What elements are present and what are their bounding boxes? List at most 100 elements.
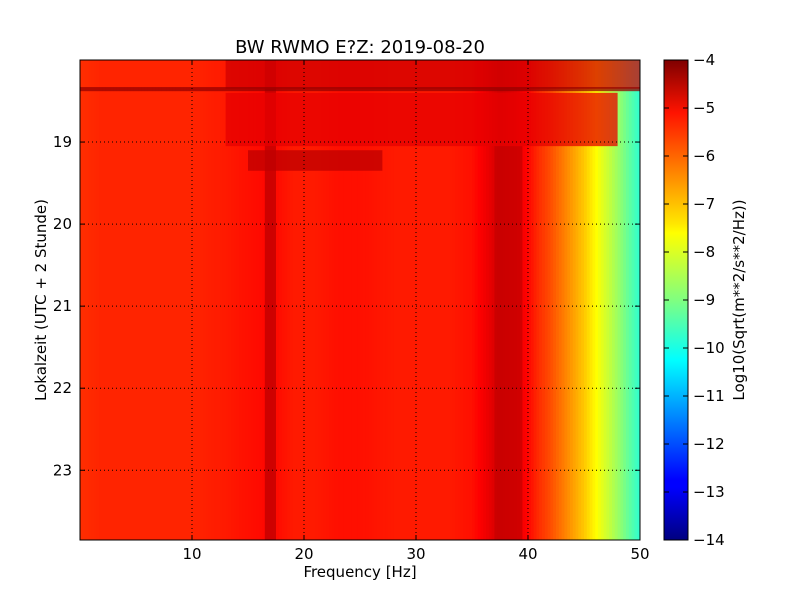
- heatmap-column: [486, 60, 490, 540]
- heatmap-column: [637, 60, 640, 540]
- heatmap-column: [124, 60, 129, 540]
- heatmap-column: [141, 60, 145, 540]
- heatmap-column: [446, 60, 451, 540]
- heatmap-column: [161, 60, 165, 540]
- heatmap-column: [388, 60, 392, 540]
- heatmap-column: [136, 60, 140, 540]
- heatmap-column: [634, 60, 638, 540]
- heatmap-column: [572, 60, 577, 540]
- heatmap-column: [385, 60, 389, 540]
- colorbar-label: Log10(Sqrt(m**2/s**2/Hz)): [730, 199, 748, 400]
- heatmap-column: [245, 60, 249, 540]
- heatmap-column: [318, 60, 322, 540]
- heatmap-column: [189, 60, 193, 540]
- colorbar-tick-label: −14: [693, 531, 725, 549]
- heatmap-column: [626, 60, 630, 540]
- heatmap-column: [334, 60, 339, 540]
- heatmap-column: [382, 60, 386, 540]
- colorbar-tick-label: −10: [693, 339, 725, 357]
- x-tick-label: 10: [182, 545, 201, 563]
- heatmap-column: [312, 60, 316, 540]
- y-tick-label: 22: [53, 379, 72, 397]
- heatmap-column: [340, 60, 344, 540]
- heatmap-column: [82, 60, 87, 540]
- heatmap-column: [122, 60, 126, 540]
- heatmap-column: [147, 60, 151, 540]
- heatmap-column: [183, 60, 187, 540]
- heatmap-column: [180, 60, 185, 540]
- colorbar-tick-label: −5: [693, 99, 715, 117]
- x-axis-label: Frequency [Hz]: [303, 563, 416, 581]
- heatmap-column: [250, 60, 255, 540]
- colorbar-tick-label: −8: [693, 243, 715, 261]
- heatmap-column: [108, 60, 112, 540]
- heatmap-column: [194, 60, 199, 540]
- heatmap-column: [217, 60, 221, 540]
- heatmap-column: [469, 60, 473, 540]
- heatmap-column: [578, 60, 582, 540]
- heatmap-column: [416, 60, 420, 540]
- colorbar-tick-label: −6: [693, 147, 715, 165]
- heatmap-column: [620, 60, 624, 540]
- plot-frame: [79, 59, 641, 541]
- heatmap-column: [326, 60, 330, 540]
- heatmap-column: [236, 60, 241, 540]
- heatmap-column: [441, 60, 445, 540]
- heatmap-column: [248, 60, 252, 540]
- colorbar-tick-label: −11: [693, 387, 725, 405]
- heatmap-column: [362, 60, 367, 540]
- heatmap-column: [603, 60, 607, 540]
- heatmap-column: [357, 60, 361, 540]
- heatmap-column: [192, 60, 196, 540]
- heatmap-column: [166, 60, 171, 540]
- heatmap-column: [530, 60, 535, 540]
- heatmap-column: [99, 60, 103, 540]
- y-tick-label: 21: [53, 297, 72, 315]
- heatmap-column: [542, 60, 546, 540]
- heatmap-column: [208, 60, 213, 540]
- heatmap-column: [525, 60, 529, 540]
- heatmap-column: [561, 60, 565, 540]
- heatmap-column: [413, 60, 417, 540]
- heatmap-column: [150, 60, 154, 540]
- y-ticks: 19 20 21 22 23: [53, 133, 640, 479]
- heatmap-column: [614, 60, 619, 540]
- heatmap-column: [116, 60, 120, 540]
- heatmap-column: [292, 60, 297, 540]
- heatmap-column: [276, 60, 280, 540]
- heatmap-column: [102, 60, 106, 540]
- heatmap-column: [197, 60, 201, 540]
- heatmap-column: [570, 60, 574, 540]
- heatmap-column: [567, 60, 571, 540]
- x-tick-label: 50: [630, 545, 649, 563]
- heatmap-column: [477, 60, 481, 540]
- heatmap-column: [623, 60, 627, 540]
- heatmap-column: [360, 60, 364, 540]
- heatmap-column: [80, 60, 84, 540]
- heatmap-column: [556, 60, 560, 540]
- heatmap-column: [178, 60, 182, 540]
- heatmap-column: [186, 60, 190, 540]
- colorbar-tick-label: −12: [693, 435, 725, 453]
- heatmap-column: [337, 60, 341, 540]
- y-tick-label: 19: [53, 133, 72, 151]
- heatmap-column: [346, 60, 350, 540]
- heatmap-column: [94, 60, 98, 540]
- heatmap-column: [220, 60, 224, 540]
- colorbar-tick-label: −4: [693, 51, 715, 69]
- heatmap-column: [85, 60, 89, 540]
- heatmap-column: [113, 60, 117, 540]
- heatmap-column: [483, 60, 487, 540]
- heatmap-column: [144, 60, 148, 540]
- heatmap-column: [91, 60, 95, 540]
- heatmap-column: [222, 60, 227, 540]
- heatmap-column: [281, 60, 285, 540]
- heatmap-column: [617, 60, 621, 540]
- heatmap-column: [351, 60, 355, 540]
- heatmap-column: [203, 60, 207, 540]
- heatmap-column: [435, 60, 439, 540]
- chart-title: BW RWMO E?Z: 2019-08-20: [235, 37, 485, 58]
- heatmap-column: [374, 60, 378, 540]
- heatmap-column: [138, 60, 143, 540]
- heatmap-column: [522, 60, 526, 540]
